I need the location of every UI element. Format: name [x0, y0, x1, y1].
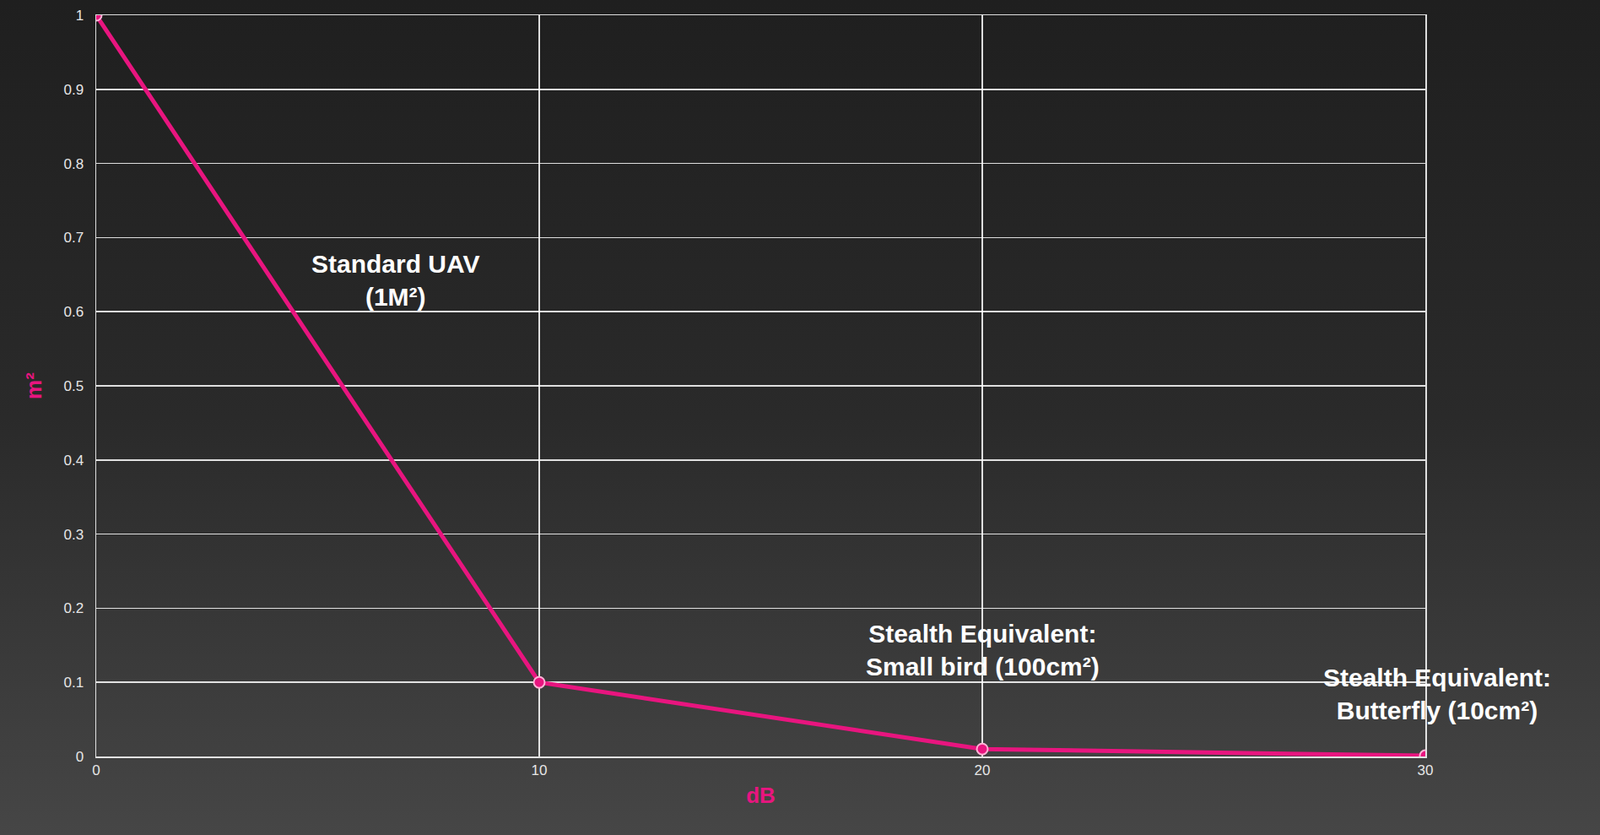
svg-text:0.2: 0.2: [63, 600, 84, 617]
svg-text:Stealth Equivalent:Butterfly (: Stealth Equivalent:Butterfly (10cm²): [1323, 663, 1552, 725]
svg-text:0: 0: [75, 748, 84, 765]
svg-text:0.3: 0.3: [63, 526, 84, 543]
svg-text:30: 30: [1417, 762, 1434, 779]
svg-text:0.6: 0.6: [63, 303, 84, 320]
svg-text:0.1: 0.1: [63, 674, 84, 691]
svg-text:dB: dB: [745, 782, 776, 808]
svg-text:Stealth Equivalent:Small bird: Stealth Equivalent:Small bird (100cm²): [865, 619, 1100, 681]
svg-text:10: 10: [531, 762, 548, 779]
svg-text:1: 1: [75, 7, 84, 24]
svg-text:20: 20: [974, 762, 991, 779]
svg-text:0.7: 0.7: [63, 229, 84, 246]
svg-text:0.9: 0.9: [63, 81, 84, 98]
svg-text:0.8: 0.8: [63, 156, 84, 173]
svg-text:m²: m²: [21, 372, 47, 400]
svg-text:0.5: 0.5: [63, 378, 84, 395]
svg-text:Standard UAV(1M²): Standard UAV(1M²): [311, 249, 480, 311]
svg-text:0: 0: [91, 762, 100, 779]
svg-text:0.4: 0.4: [63, 452, 84, 469]
